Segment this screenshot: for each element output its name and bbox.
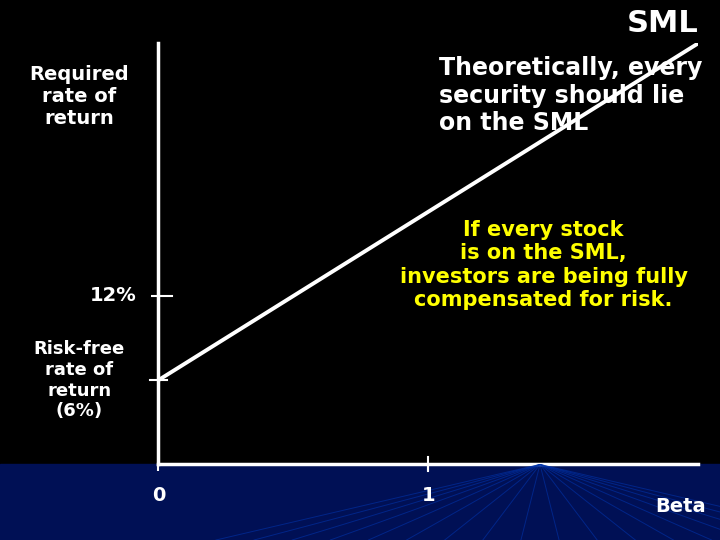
Text: 1: 1	[422, 486, 435, 505]
Text: Theoretically, every
security should lie
on the SML: Theoretically, every security should lie…	[439, 56, 703, 136]
Text: Risk-free
rate of
return
(6%): Risk-free rate of return (6%)	[34, 340, 125, 420]
Text: SML: SML	[626, 9, 698, 38]
Text: 12%: 12%	[90, 286, 137, 306]
Text: Beta: Beta	[655, 497, 706, 516]
Text: If every stock
is on the SML,
investors are being fully
compensated for risk.: If every stock is on the SML, investors …	[400, 220, 688, 310]
Text: Required
rate of
return: Required rate of return	[30, 65, 129, 128]
Text: 0: 0	[152, 486, 165, 505]
